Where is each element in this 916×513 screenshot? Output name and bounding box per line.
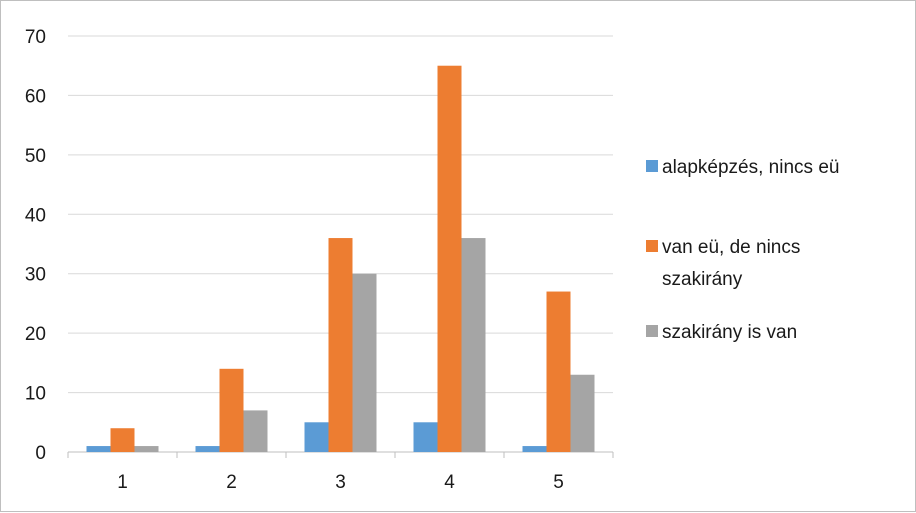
bar [546, 291, 571, 452]
y-tick-label: 0 [35, 443, 46, 464]
bar [328, 238, 353, 452]
x-tick-label: 5 [553, 472, 564, 493]
y-tick-label: 70 [25, 27, 46, 48]
y-tick-label: 30 [25, 265, 46, 286]
y-tick-label: 60 [25, 86, 46, 107]
bar [134, 446, 159, 452]
y-tick-label: 10 [25, 384, 46, 405]
y-tick-label: 50 [25, 146, 46, 167]
bar [219, 368, 244, 452]
bar [570, 374, 595, 452]
legend-label: szakirány is van [662, 322, 797, 343]
bar [110, 428, 135, 452]
legend-label: van eü, de nincs [662, 237, 800, 258]
y-tick-label: 40 [25, 205, 46, 226]
bar [195, 446, 220, 452]
bar [304, 422, 329, 452]
bar [352, 273, 377, 452]
bar [86, 446, 111, 452]
bar [413, 422, 438, 452]
legend-label: szakirány [662, 269, 743, 290]
bar [522, 446, 547, 452]
legend-swatch [646, 160, 658, 172]
x-tick-label: 2 [226, 472, 237, 493]
x-tick-label: 4 [444, 472, 455, 493]
bar [437, 65, 462, 452]
x-tick-label: 3 [335, 472, 346, 493]
y-tick-label: 20 [25, 324, 46, 345]
legend-swatch [646, 325, 658, 337]
legend-swatch [646, 240, 658, 252]
bar [243, 410, 268, 452]
x-tick-label: 1 [117, 472, 128, 493]
legend-label: alapképzés, nincs eü [662, 157, 839, 178]
bar [461, 238, 486, 452]
